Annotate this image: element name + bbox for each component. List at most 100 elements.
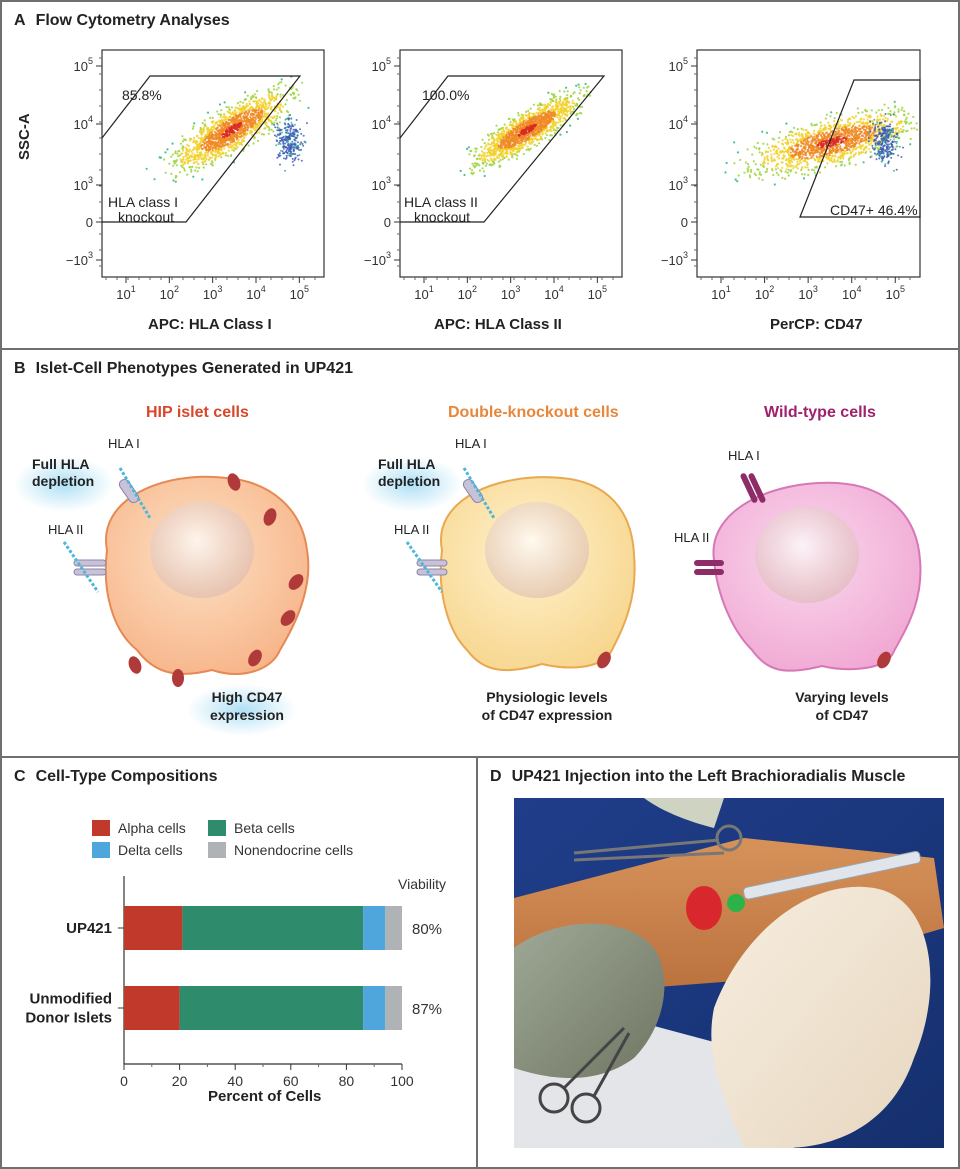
hip-hla2-label: HLA II bbox=[48, 522, 84, 537]
bar-segment-beta-cells bbox=[182, 906, 364, 950]
legend-swatch bbox=[208, 842, 226, 858]
hla1-receptor-icon bbox=[740, 473, 758, 503]
dko-cell bbox=[362, 456, 636, 672]
assistant-glove bbox=[644, 798, 724, 828]
dko-nucleus bbox=[485, 502, 589, 598]
y-tick-label: −103 bbox=[66, 250, 93, 268]
hip-depletion-label: Full HLA depletion bbox=[32, 456, 95, 489]
flow-plot-1: 105 104 103 0 −103 101 102 103 104 105 85.8% HLA cl… bbox=[66, 49, 325, 302]
viability-value: 80% bbox=[412, 921, 442, 938]
x-tick-label: 60 bbox=[283, 1073, 299, 1089]
gate-label: HLA class I bbox=[108, 194, 178, 210]
legend-beta: Beta cells bbox=[208, 820, 295, 836]
y-tick-label: 104 bbox=[669, 114, 688, 132]
panel-b: B Islet-Cell Phenotypes Generated in UP42… bbox=[0, 348, 960, 758]
hla2-cut-icon bbox=[62, 541, 100, 593]
viability-value: 87% bbox=[412, 1001, 442, 1018]
hla2-receptor-icon bbox=[694, 560, 724, 566]
flow-plots: 105 104 103 0 −103 101 102 103 104 105 85.8% HLA cl… bbox=[66, 49, 921, 302]
plot2-xlabel: APC: HLA Class II bbox=[434, 316, 562, 333]
panel-c-title: C Cell-Type Compositions bbox=[14, 768, 218, 785]
bar-segment-nonendocrine-cells bbox=[385, 986, 402, 1030]
syringe-hub bbox=[727, 894, 745, 912]
gate-percent: 85.8% bbox=[122, 87, 162, 103]
x-tick-label: 101 bbox=[414, 284, 433, 302]
gate-outline bbox=[799, 79, 921, 218]
dko-cell-title: Double-knockout cells bbox=[448, 404, 619, 421]
wt-cell-title: Wild-type cells bbox=[764, 404, 876, 421]
x-tick-label: 101 bbox=[116, 284, 135, 302]
wt-nucleus bbox=[755, 507, 859, 603]
x-tick-label: 0 bbox=[120, 1073, 128, 1089]
x-tick-label: 104 bbox=[246, 284, 265, 302]
y-tick-label: 103 bbox=[669, 175, 688, 193]
x-tick-label: 104 bbox=[842, 284, 861, 302]
x-tick-label: 102 bbox=[458, 284, 477, 302]
bar-segment-nonendocrine-cells bbox=[385, 906, 402, 950]
depletion-glow bbox=[14, 456, 114, 512]
cd47-molecule-icon bbox=[597, 651, 611, 669]
x-tick-label: 105 bbox=[886, 284, 905, 302]
y-tick-label: −103 bbox=[364, 250, 391, 268]
incision-site bbox=[686, 886, 722, 930]
panel-a-title: A Flow Cytometry Analyses bbox=[14, 12, 230, 29]
gate-outline bbox=[399, 75, 606, 223]
y-tick-label: 105 bbox=[669, 56, 688, 74]
panel-c: C Cell-Type Compositions Alpha cells Beta… bbox=[0, 756, 478, 1169]
gate-label: HLA class II bbox=[404, 194, 478, 210]
x-tick-label: 103 bbox=[501, 284, 520, 302]
legend-nonendocrine: Nonendocrine cells bbox=[208, 842, 353, 858]
panel-b-title: B Islet-Cell Phenotypes Generated in UP42… bbox=[14, 360, 353, 377]
dko-hla2-label: HLA II bbox=[394, 522, 430, 537]
viability-header: Viability bbox=[398, 876, 446, 892]
density-dots bbox=[459, 82, 592, 178]
x-tick-label: 80 bbox=[339, 1073, 355, 1089]
legend-swatch bbox=[92, 820, 110, 836]
y-tick-label: 103 bbox=[74, 175, 93, 193]
x-tick-label: 105 bbox=[290, 284, 309, 302]
hla1-receptor-icon bbox=[118, 478, 140, 504]
legend-swatch bbox=[92, 842, 110, 858]
hip-nucleus bbox=[150, 502, 254, 598]
clamp-icon bbox=[573, 824, 743, 862]
category-label: UP421 bbox=[66, 920, 112, 937]
plot-frame bbox=[399, 49, 623, 278]
y-tick-label: 0 bbox=[384, 215, 391, 230]
x-tick-label: 20 bbox=[172, 1073, 188, 1089]
bar-segment-alpha-cells bbox=[124, 906, 183, 950]
gate-percent: CD47+ 46.4% bbox=[830, 202, 918, 218]
panel-d-title: D UP421 Injection into the Left Brachiora… bbox=[490, 768, 906, 785]
hla2-receptor-icon bbox=[73, 559, 107, 567]
y-tick-label: 103 bbox=[372, 175, 391, 193]
category-label: Donor Islets bbox=[25, 1010, 112, 1027]
hla1-receptor-icon bbox=[462, 478, 484, 504]
dko-depletion-label: Full HLA depletion bbox=[378, 456, 441, 489]
panel-a: A Flow Cytometry Analyses SSC-A 105 104 103… bbox=[0, 0, 960, 350]
hip-hla1-label: HLA I bbox=[108, 436, 140, 451]
cell-illustrations bbox=[14, 456, 922, 736]
x-axis-title: Percent of Cells bbox=[208, 1088, 322, 1105]
x-tick-label: 101 bbox=[711, 284, 730, 302]
x-tick-label: 100 bbox=[390, 1073, 414, 1089]
y-tick-label: −103 bbox=[661, 250, 688, 268]
cd47-molecule-icon bbox=[877, 651, 891, 669]
legend-delta: Delta cells bbox=[92, 842, 183, 858]
stacked-bar-chart: 0 20 40 60 80 100 UP421 80% Unmodified Donor Isle… bbox=[25, 876, 442, 1089]
plot3-xlabel: PerCP: CD47 bbox=[770, 316, 863, 333]
hip-cell bbox=[14, 456, 310, 736]
injection-photo bbox=[514, 798, 944, 1148]
legend-alpha: Alpha cells bbox=[92, 820, 186, 836]
y-tick-label: 104 bbox=[74, 114, 93, 132]
bar-segment-delta-cells bbox=[363, 986, 386, 1030]
cd47-molecules-icon bbox=[128, 473, 304, 687]
flow-plot-2: 105 104 103 0 −103 101 102 103 104 105 100.0% HLA c… bbox=[364, 49, 623, 302]
wt-cell bbox=[694, 473, 922, 672]
panel-d: D UP421 Injection into the Left Brachiora… bbox=[476, 756, 960, 1169]
x-tick-label: 103 bbox=[203, 284, 222, 302]
x-tick-label: 102 bbox=[755, 284, 774, 302]
dko-hla1-label: HLA I bbox=[455, 436, 487, 451]
y-tick-label: 0 bbox=[681, 215, 688, 230]
gate-percent: 100.0% bbox=[422, 87, 469, 103]
plot1-xlabel: APC: HLA Class I bbox=[148, 316, 272, 333]
x-tick-label: 40 bbox=[227, 1073, 243, 1089]
